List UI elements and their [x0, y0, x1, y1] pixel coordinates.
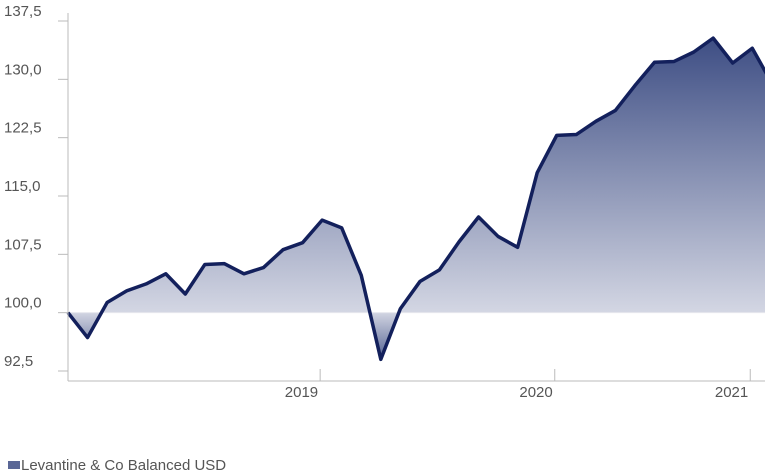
- x-tick-label: 2019: [285, 384, 318, 401]
- y-tick-label: 130,0: [4, 61, 42, 78]
- y-tick-label: 115,0: [4, 178, 40, 195]
- y-tick-label: 137,5: [4, 3, 42, 20]
- y-tick-label: 107,5: [4, 236, 42, 253]
- x-tick-label: 2021: [715, 384, 748, 401]
- y-tick-label: 92,5: [4, 353, 33, 370]
- plot-area: [66, 36, 765, 362]
- line: [66, 36, 765, 362]
- y-tick-label: 100,0: [4, 295, 42, 312]
- y-tick-label: 122,5: [4, 120, 42, 137]
- legend-label: Levantine & Co Balanced USD: [21, 457, 226, 474]
- area-fill: [101, 38, 765, 313]
- x-tick-label: 2020: [519, 384, 552, 401]
- legend-swatch: [8, 461, 20, 469]
